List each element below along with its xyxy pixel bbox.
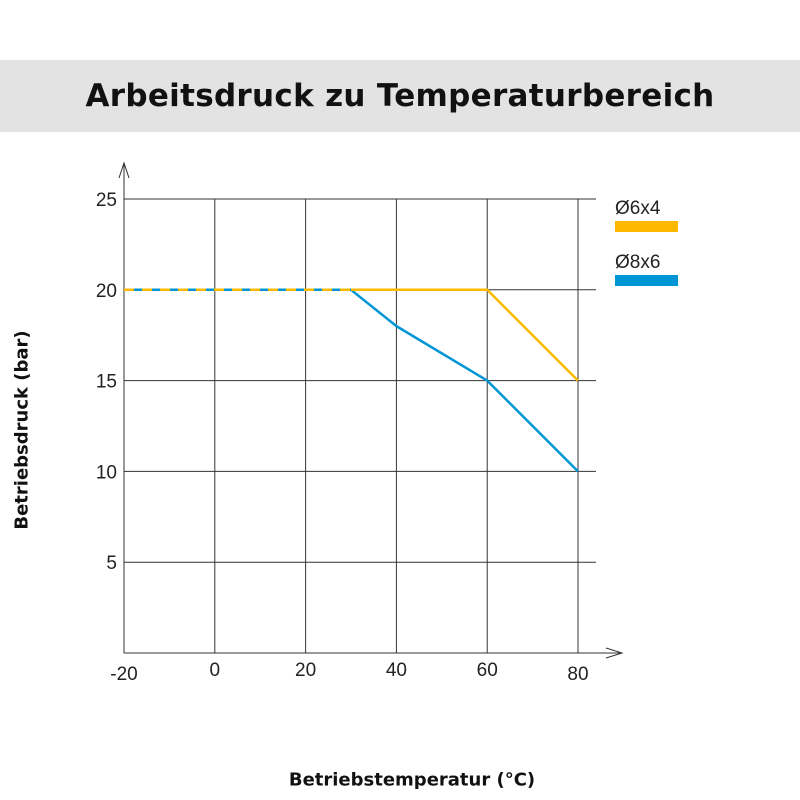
x-tick-label: -20 bbox=[110, 664, 137, 685]
y-axis-arrow bbox=[118, 161, 130, 179]
y-tick-label: 20 bbox=[96, 281, 117, 302]
series-line-o6x4 bbox=[351, 288, 579, 382]
y-tick-label: 25 bbox=[96, 190, 117, 211]
x-tick-labels: -20 0 20 40 60 80 bbox=[110, 660, 588, 685]
x-axis-label: Betriebstemperatur (°C) bbox=[288, 769, 536, 791]
legend-label: Ø6x4 bbox=[615, 198, 661, 219]
legend: Ø6x4 Ø8x6 bbox=[615, 198, 678, 286]
y-tick-label: 15 bbox=[96, 372, 117, 393]
x-tick-label: 20 bbox=[295, 660, 316, 681]
grid bbox=[124, 198, 596, 653]
y-tick-labels: 5 10 15 20 25 bbox=[96, 190, 117, 574]
x-axis-arrow bbox=[605, 647, 624, 659]
chart-title: Arbeitsdruck zu Temperaturbereich bbox=[85, 78, 715, 114]
axes bbox=[118, 161, 624, 659]
y-tick-label: 10 bbox=[96, 462, 117, 483]
legend-label: Ø8x6 bbox=[615, 252, 660, 273]
x-tick-label: 60 bbox=[477, 660, 498, 681]
x-tick-label: 80 bbox=[567, 664, 588, 685]
legend-swatch bbox=[615, 221, 678, 232]
y-tick-label: 5 bbox=[106, 553, 117, 574]
title-bar: Arbeitsdruck zu Temperaturbereich bbox=[0, 60, 800, 132]
series-line-o8x6 bbox=[350, 288, 579, 473]
x-tick-label: 0 bbox=[210, 660, 221, 681]
series-lines bbox=[124, 288, 579, 473]
legend-swatch bbox=[615, 275, 678, 286]
y-axis-label: Betriebsdruck (bar) bbox=[11, 330, 33, 530]
x-tick-label: 40 bbox=[386, 660, 407, 681]
